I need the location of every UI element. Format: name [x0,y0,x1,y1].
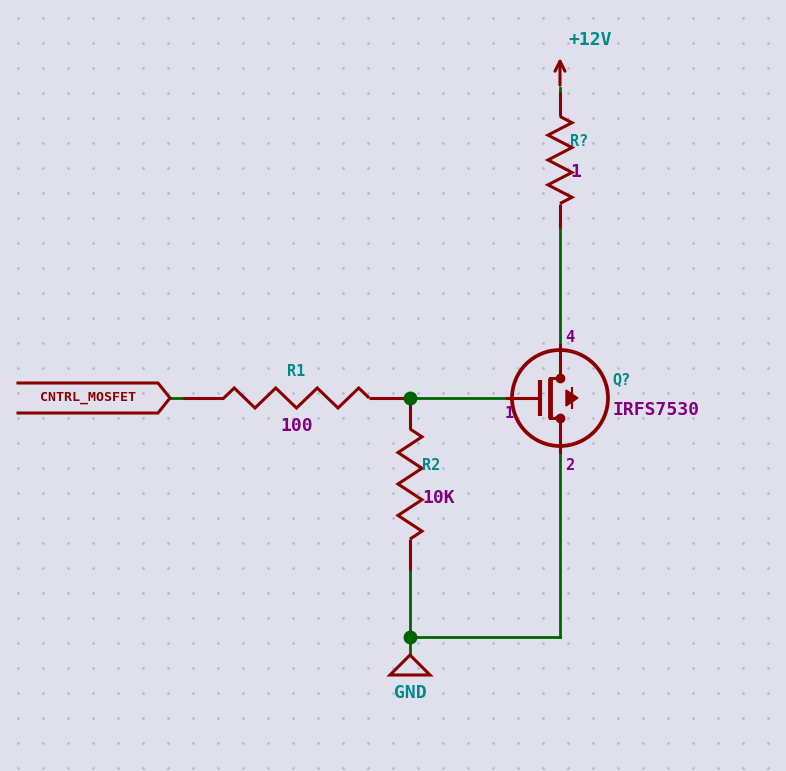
Text: 1: 1 [570,163,581,181]
Text: 1: 1 [505,406,514,422]
Text: R?: R? [570,134,588,150]
Text: 10K: 10K [422,489,454,507]
Text: +12V: +12V [568,31,612,49]
Text: R2: R2 [422,459,440,473]
Polygon shape [566,390,578,406]
Text: GND: GND [394,684,426,702]
Text: 4: 4 [565,329,574,345]
Text: 2: 2 [565,459,574,473]
Text: 100: 100 [280,417,313,435]
Text: Q?: Q? [612,372,630,388]
Text: R1: R1 [288,365,306,379]
Text: IRFS7530: IRFS7530 [612,401,699,419]
Text: CNTRL_MOSFET: CNTRL_MOSFET [40,392,136,405]
